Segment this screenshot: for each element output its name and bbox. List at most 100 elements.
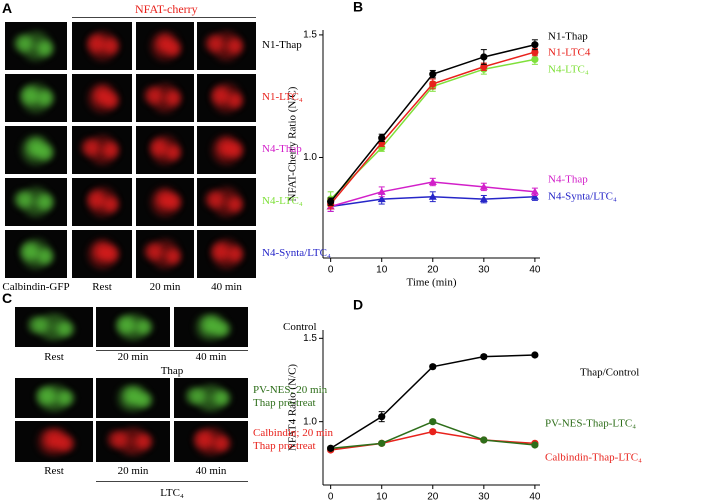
marker <box>479 195 488 203</box>
micrograph <box>174 378 248 418</box>
column-label: Rest <box>92 281 112 293</box>
micrograph <box>15 421 93 462</box>
cell <box>165 38 183 58</box>
cell <box>133 319 156 335</box>
micrograph <box>174 421 248 462</box>
cell <box>211 390 234 406</box>
cell <box>36 246 55 266</box>
cell <box>204 32 226 55</box>
x-tick-label: 20 <box>427 265 439 276</box>
micrograph <box>96 378 170 418</box>
micrograph <box>136 126 194 174</box>
cell <box>105 430 132 449</box>
marker <box>531 55 539 64</box>
marker <box>428 178 437 185</box>
legend-label: Calbindin-Thap-LTC₄ <box>545 452 642 464</box>
marker <box>429 70 437 78</box>
cell <box>204 188 226 211</box>
marker <box>530 187 539 195</box>
marker <box>531 441 539 449</box>
x-tick-label: 30 <box>478 492 490 503</box>
header-rule <box>72 17 256 18</box>
row-label: N1-LTC₄ <box>262 91 303 103</box>
cell <box>226 244 245 264</box>
cell <box>211 321 234 337</box>
micrograph <box>72 230 132 278</box>
marker <box>327 444 335 452</box>
column-label: 40 min <box>195 465 227 477</box>
row-label: N1-Thap <box>262 39 302 51</box>
panel-letter: D <box>353 297 363 313</box>
column-label: 20 min <box>117 465 149 477</box>
legend-label: PV-NES-Thap-LTC₄ <box>545 418 636 430</box>
cell <box>102 90 120 110</box>
cell <box>54 435 78 452</box>
y-tick-label: 1.5 <box>303 30 317 41</box>
x-tick-label: 30 <box>478 265 490 276</box>
micrograph <box>72 126 132 174</box>
cell <box>165 142 183 162</box>
micrograph <box>5 126 67 174</box>
cell <box>133 392 156 408</box>
marker <box>480 53 488 61</box>
group-rule <box>96 481 248 482</box>
cell <box>85 188 107 211</box>
cell <box>102 194 120 214</box>
cell <box>102 140 120 160</box>
cell <box>79 136 101 159</box>
micrograph <box>96 307 170 347</box>
row-label: Thap pre-treat <box>253 397 316 409</box>
marker <box>480 436 488 444</box>
marker <box>378 439 386 447</box>
micrograph <box>5 74 67 122</box>
marker <box>377 187 386 195</box>
panel-letter: A <box>2 0 13 16</box>
x-tick-label: 10 <box>376 492 388 503</box>
group-label: LTC₄ <box>160 487 184 499</box>
cell <box>18 240 41 263</box>
row-label: Control <box>283 321 317 333</box>
marker <box>429 418 437 426</box>
panel-letter: B <box>353 0 363 15</box>
micrograph <box>136 178 194 226</box>
column-label: 40 min <box>211 281 242 293</box>
cell <box>210 240 231 263</box>
column-label: Rest <box>44 351 64 363</box>
marker <box>429 363 437 371</box>
group-rule <box>96 350 248 351</box>
micrograph <box>15 307 93 347</box>
micrograph <box>72 178 132 226</box>
y-tick-label: 1.5 <box>303 333 317 344</box>
marker <box>429 428 437 436</box>
cell <box>165 88 183 108</box>
y-tick-label: 1.0 <box>303 416 317 427</box>
cell <box>102 244 120 264</box>
cell <box>54 390 78 406</box>
marker <box>327 198 335 206</box>
row-label: Thap pre-treat <box>253 440 316 452</box>
marker <box>480 353 488 361</box>
x-tick-label: 0 <box>328 265 334 276</box>
micrograph <box>197 230 256 278</box>
cell <box>36 192 55 212</box>
micrograph <box>197 74 256 122</box>
cell <box>165 246 183 266</box>
micrograph <box>96 421 170 462</box>
cell <box>190 430 217 449</box>
cell <box>143 240 164 263</box>
micrograph <box>136 22 194 70</box>
y-tick-label: 1.0 <box>303 152 317 163</box>
cell <box>54 321 78 337</box>
micrograph <box>5 22 67 70</box>
column-label: 20 min <box>117 351 149 363</box>
marker <box>428 192 437 200</box>
cell <box>18 84 41 107</box>
group-label: Thap <box>160 365 184 377</box>
marker <box>429 80 437 88</box>
cell <box>85 32 107 55</box>
row-label: N4-Thap <box>262 143 302 155</box>
x-axis-title: Time (min) <box>406 277 456 289</box>
legend-label: N1-Thap <box>548 31 588 43</box>
